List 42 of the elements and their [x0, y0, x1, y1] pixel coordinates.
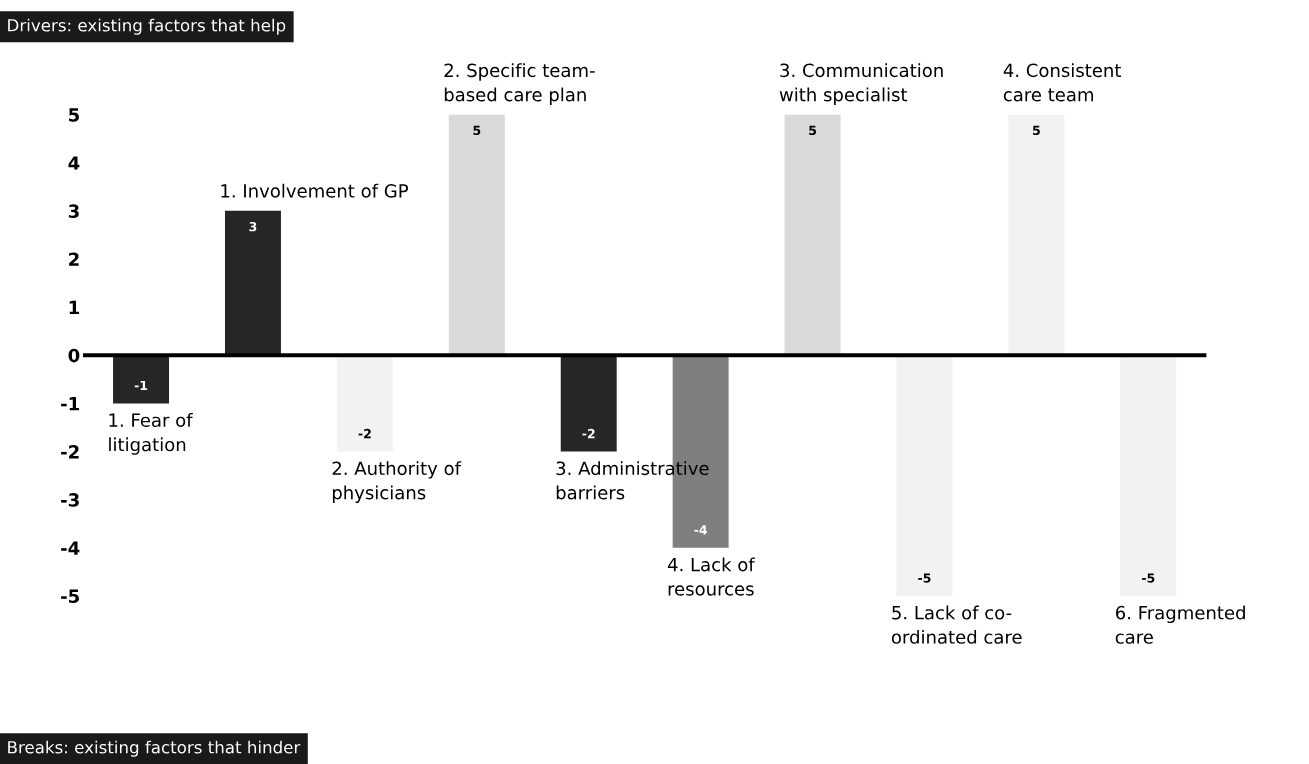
data-label: 5: [473, 125, 481, 136]
data-label: -2: [358, 428, 371, 439]
x-tick-label: 6. Fragmented care: [1115, 605, 1245, 644]
x-tick-label: 1. Fear of litigation: [109, 413, 193, 455]
data-label: 3: [249, 221, 257, 232]
x-tick-label: 4. Lack of resources: [667, 557, 756, 596]
y-tick-label: 3: [68, 204, 79, 218]
y-tick-label: -2: [61, 444, 79, 459]
y-tick-label: 1: [69, 300, 79, 314]
x-tick-label: 5. Lack of co- ordinated care: [891, 605, 1022, 644]
x-tick-label: 2. Specific team- based care plan: [444, 63, 595, 105]
bar: [560, 355, 617, 452]
data-label: 5: [809, 125, 817, 136]
bar: [224, 210, 281, 356]
data-label: -2: [582, 428, 595, 439]
text: Breaks: existing factors that hinder: [8, 740, 301, 757]
chart-title: Drivers: existing factors that help: [8, 18, 286, 35]
y-tick-label: -3: [61, 493, 79, 507]
bar: [1120, 355, 1177, 596]
bar: [113, 355, 170, 404]
y-tick-label: 5: [69, 108, 79, 122]
data-label: 5: [1033, 125, 1040, 136]
y-tick-label: 4: [68, 156, 80, 170]
bar: [448, 114, 505, 356]
y-tick-label: -4: [61, 541, 80, 555]
x-tick-label: 4. Consistent care team: [1003, 63, 1121, 102]
data-label: -1: [134, 380, 148, 390]
data-label: -4: [694, 525, 708, 535]
x-tick-label: 1. Involvement of GP: [221, 183, 409, 198]
y-tick-label: -5: [61, 589, 79, 604]
y-tick-label: 2: [69, 252, 79, 266]
x-tick-label: 3. Administrative barriers: [556, 461, 709, 500]
bar: [336, 355, 393, 452]
data-label: -5: [1142, 573, 1155, 583]
x-tick-label: 2. Authority of physicians: [332, 461, 462, 503]
data-label: -5: [918, 573, 931, 583]
bar: [784, 114, 841, 356]
bar: [1008, 114, 1065, 356]
bar: [896, 355, 953, 596]
x-tick-label: 3. Communication with specialist: [779, 63, 943, 105]
y-tick-label: 0: [68, 348, 80, 363]
y-tick-label: -1: [61, 397, 79, 411]
